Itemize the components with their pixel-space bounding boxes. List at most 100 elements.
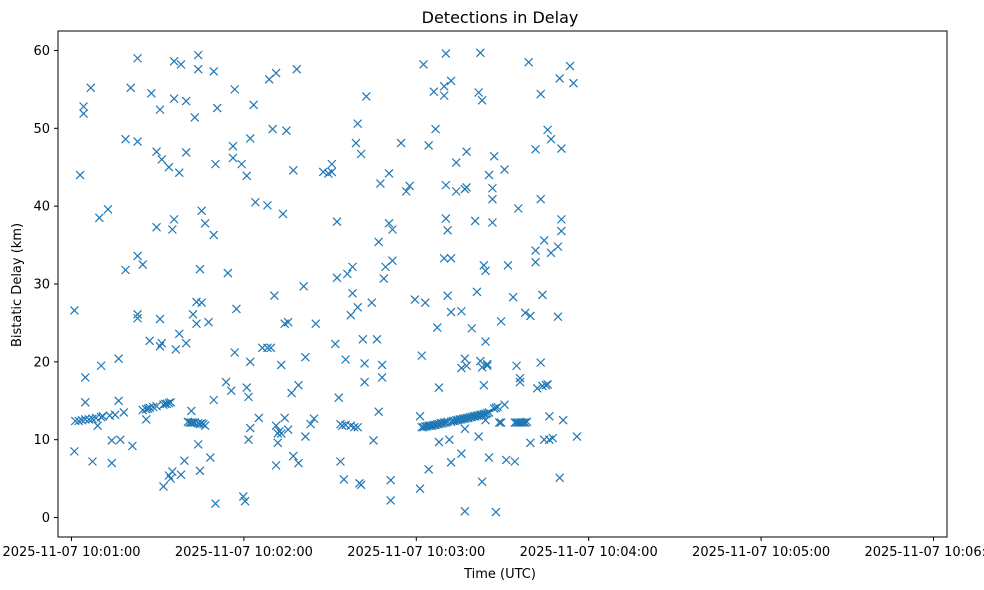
data-point [508, 292, 518, 302]
data-point [166, 474, 176, 484]
data-point [441, 214, 451, 224]
data-point [424, 464, 434, 474]
data-point [553, 312, 563, 322]
data-point [474, 432, 484, 442]
data-point [193, 50, 203, 60]
data-point [193, 64, 203, 74]
data-point [288, 451, 298, 461]
data-point [190, 112, 200, 122]
data-point [510, 457, 520, 466]
data-point [386, 495, 396, 505]
data-point [200, 218, 210, 228]
data-point [157, 338, 167, 348]
data-point [84, 415, 94, 424]
data-point [283, 425, 293, 434]
data-point [133, 137, 143, 146]
x-tick-label: 2025-11-07 10:03:00 [347, 545, 485, 560]
data-point [462, 147, 472, 157]
data-point [75, 170, 85, 180]
data-point [332, 273, 342, 283]
data-point [491, 403, 501, 413]
data-point [327, 167, 337, 177]
data-point [200, 421, 210, 431]
data-point [146, 88, 156, 98]
data-point [226, 386, 236, 396]
data-point [482, 361, 492, 371]
data-point [292, 64, 302, 74]
data-point [69, 446, 79, 456]
data-point [353, 119, 363, 129]
data-point [419, 60, 428, 69]
data-point [451, 186, 461, 196]
data-point [209, 230, 219, 240]
data-point [133, 53, 143, 63]
data-point [451, 158, 461, 167]
data-point [446, 307, 456, 317]
data-point [186, 406, 196, 416]
data-point [538, 381, 547, 391]
data-point [287, 388, 297, 398]
data-point [282, 126, 291, 136]
data-point [155, 314, 165, 324]
data-point [181, 338, 191, 348]
data-point [513, 204, 523, 213]
data-point [245, 357, 255, 367]
data-point [209, 395, 219, 405]
data-point [238, 492, 248, 501]
data-point [479, 260, 489, 270]
data-point [103, 204, 113, 214]
data-point [271, 68, 281, 78]
data-point [174, 329, 184, 339]
data-point [482, 408, 492, 418]
data-point [460, 424, 470, 434]
data-point [192, 319, 201, 329]
data-point [309, 414, 319, 424]
data-point [242, 383, 252, 392]
data-point [138, 260, 148, 269]
data-point [496, 316, 506, 326]
data-point [86, 83, 96, 93]
y-tick-label: 50 [33, 122, 50, 137]
data-point [88, 414, 97, 424]
data-points [69, 48, 582, 517]
data-point [332, 217, 342, 227]
data-point [237, 159, 247, 169]
data-point [169, 94, 179, 104]
data-point [155, 105, 165, 115]
data-point [133, 309, 143, 319]
data-point [145, 403, 155, 413]
data-point [80, 415, 90, 424]
data-point [536, 358, 546, 368]
data-point [361, 91, 371, 101]
data-point [145, 336, 155, 346]
data-point [441, 49, 451, 58]
data-point [477, 362, 487, 372]
data-point [164, 398, 174, 408]
data-point [488, 183, 497, 193]
data-point [417, 351, 427, 361]
data-point [367, 298, 377, 308]
data-point [472, 287, 482, 297]
data-point [330, 339, 340, 349]
data-point [536, 89, 546, 99]
data-point [484, 170, 494, 180]
plot-area-frame [57, 30, 948, 538]
data-point [536, 194, 546, 204]
data-point [520, 308, 530, 318]
data-point [119, 408, 129, 417]
data-point [96, 361, 106, 371]
data-point [374, 407, 384, 417]
data-point [228, 153, 238, 163]
data-point [228, 141, 238, 151]
data-point [79, 102, 88, 111]
data-point [374, 237, 384, 247]
data-point [532, 383, 542, 393]
data-point [520, 418, 530, 427]
data-point [543, 379, 553, 389]
y-axis-title: Bistatic Delay (km) [10, 223, 25, 347]
data-point [263, 343, 272, 353]
data-point [456, 363, 466, 373]
data-point [169, 56, 179, 66]
data-point [556, 144, 566, 153]
